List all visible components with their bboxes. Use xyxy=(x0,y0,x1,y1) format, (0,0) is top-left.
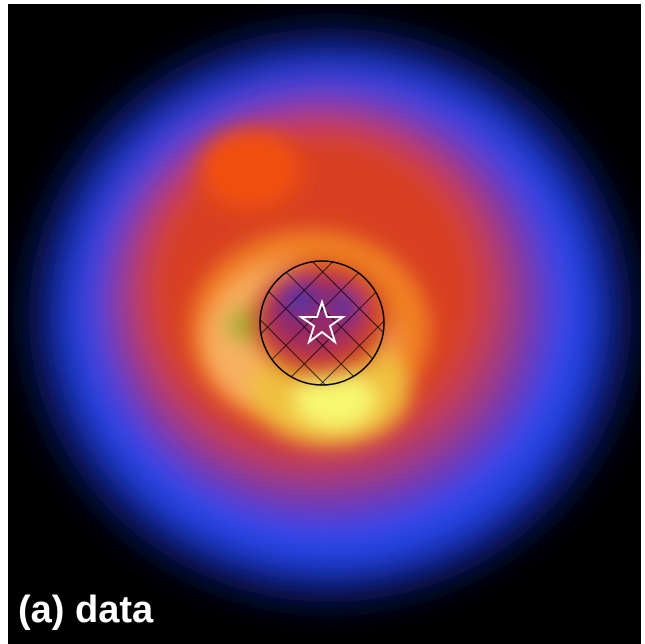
panel-label: (a) data xyxy=(18,589,154,631)
hatched-region xyxy=(260,261,384,385)
image: (a) data xyxy=(0,0,645,644)
page: (a) data (() => { const data = JSON.pars… xyxy=(0,0,645,644)
